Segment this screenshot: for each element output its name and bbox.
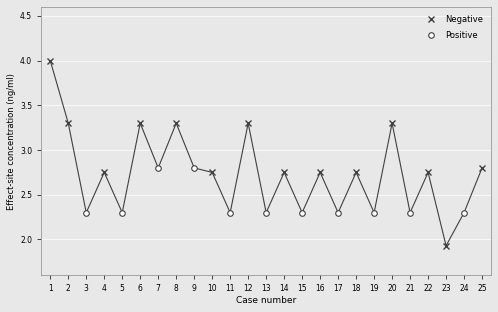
Negative [353,171,359,174]
Line: Negative: Negative [47,57,486,249]
Negative [137,121,143,125]
Negative [173,121,179,125]
Negative [317,171,323,174]
Negative [479,166,485,170]
Negative [425,171,431,174]
Line: Positive: Positive [84,165,467,215]
Negative [443,244,449,248]
Positive [461,211,467,215]
Positive [335,211,341,215]
Positive [119,211,125,215]
Negative [209,171,215,174]
Y-axis label: Effect-site concentration (ng/ml): Effect-site concentration (ng/ml) [7,73,16,210]
Negative [101,171,107,174]
Positive [371,211,377,215]
Positive [83,211,89,215]
Positive [407,211,413,215]
Negative [47,59,53,62]
Positive [227,211,233,215]
Positive [155,166,161,170]
Positive [191,166,197,170]
Negative [281,171,287,174]
Positive [299,211,305,215]
Positive [263,211,269,215]
Legend: Negative, Positive: Negative, Positive [416,11,487,44]
Negative [245,121,251,125]
X-axis label: Case number: Case number [236,296,296,305]
Negative [389,121,395,125]
Negative [65,121,71,125]
